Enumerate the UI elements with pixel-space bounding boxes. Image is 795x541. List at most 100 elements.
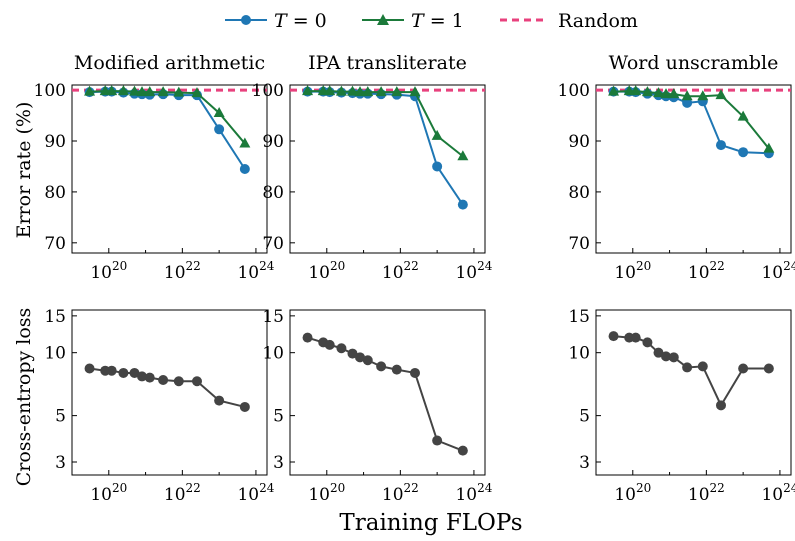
ytick-label: 5 <box>579 407 590 427</box>
ytick-label: 10 <box>262 344 284 364</box>
data-point <box>697 361 708 372</box>
data-point <box>738 147 749 158</box>
data-point <box>682 97 693 108</box>
legend-label-t1: T = 1 <box>411 10 464 32</box>
ytick-label: 100 <box>558 81 590 101</box>
data-point <box>191 376 202 387</box>
data-point <box>355 352 366 363</box>
ytick-label: 90 <box>44 132 66 152</box>
ytick-label: 90 <box>262 132 284 152</box>
series-t1 <box>302 85 469 161</box>
data-point <box>118 367 129 378</box>
data-point <box>668 88 680 99</box>
data-point <box>457 445 468 456</box>
ytick-label: 90 <box>568 132 590 152</box>
data-point <box>431 129 443 140</box>
data-point <box>347 348 358 359</box>
data-point <box>630 332 641 343</box>
data-point <box>106 365 117 376</box>
data-point <box>129 367 140 378</box>
data-point <box>173 86 185 97</box>
data-point <box>239 164 250 174</box>
ytick-label: 10 <box>568 344 590 364</box>
data-point <box>763 363 774 374</box>
data-point <box>354 86 366 97</box>
data-point <box>376 361 387 372</box>
data-point <box>668 352 679 363</box>
axes-frame <box>289 84 486 254</box>
data-point <box>214 395 225 406</box>
data-point <box>391 86 403 97</box>
ytick-label: 5 <box>273 407 284 427</box>
series-loss <box>608 331 774 411</box>
xtick-label: 1022 <box>688 481 725 505</box>
data-point <box>84 85 96 96</box>
ytick-label: 5 <box>55 407 66 427</box>
panel-error-2: IPA transliterate 70 80 90 100 1020 1022 1024 <box>252 52 493 283</box>
ytick-label: 10 <box>44 344 66 364</box>
data-point <box>432 161 443 172</box>
data-point <box>173 376 184 387</box>
legend-marker-t1 <box>377 14 389 25</box>
axes-frame <box>71 309 268 476</box>
ytick-label: 15 <box>262 307 284 327</box>
data-point <box>302 85 314 96</box>
legend-item-t1: T = 1 <box>362 10 464 32</box>
data-point <box>715 89 727 100</box>
legend-marker-t0 <box>241 15 251 25</box>
series-t1 <box>608 85 775 153</box>
legend-item-random: Random <box>500 10 638 32</box>
series-line <box>307 336 464 452</box>
panel-title: Modified arithmetic <box>74 52 265 74</box>
data-point <box>144 372 155 383</box>
data-point <box>391 364 402 375</box>
data-point <box>457 150 469 161</box>
data-point <box>763 142 775 153</box>
axes-frame <box>595 309 792 476</box>
data-point <box>106 85 118 96</box>
series-line <box>307 90 464 158</box>
data-point <box>652 87 664 98</box>
data-point <box>641 86 653 97</box>
xtick-label: 1022 <box>164 259 201 283</box>
series-t1 <box>84 85 251 148</box>
data-point <box>432 435 443 446</box>
data-point <box>346 85 358 96</box>
data-point <box>660 88 672 99</box>
ytick-label: 15 <box>568 307 590 327</box>
ytick-label: 3 <box>579 453 590 473</box>
data-point <box>409 367 420 378</box>
panel-title: Word unscramble <box>609 52 779 74</box>
legend-label-t0: T = 0 <box>274 10 327 32</box>
data-point <box>362 355 373 366</box>
xtick-label: 1020 <box>308 259 345 283</box>
data-point <box>137 371 148 382</box>
data-point <box>324 85 336 96</box>
data-point <box>738 363 749 374</box>
data-point <box>158 375 169 386</box>
xtick-label: 1020 <box>308 481 345 505</box>
ylabel-cross-entropy: Cross-entropy loss <box>13 308 35 487</box>
data-point <box>608 85 620 96</box>
data-point <box>682 362 693 373</box>
series-t0 <box>302 86 468 210</box>
data-point <box>239 137 251 148</box>
xtick-label: 1024 <box>761 481 795 505</box>
series-loss <box>84 363 250 412</box>
data-point <box>715 400 726 411</box>
data-point <box>737 110 749 121</box>
ytick-label: 80 <box>44 183 66 203</box>
data-point <box>715 140 726 151</box>
ylabel-error-rate: Error rate (%) <box>13 102 35 239</box>
xtick-label: 1024 <box>237 259 274 283</box>
xtick-label: 1020 <box>614 481 651 505</box>
xtick-label: 1020 <box>90 259 127 283</box>
data-point <box>697 90 709 101</box>
legend-label-random: Random <box>558 10 638 32</box>
ytick-label: 100 <box>34 81 66 101</box>
ytick-label: 100 <box>252 81 284 101</box>
data-point <box>157 86 169 97</box>
data-point <box>653 347 664 358</box>
ytick-label: 70 <box>568 234 590 254</box>
series-loss <box>302 332 468 456</box>
